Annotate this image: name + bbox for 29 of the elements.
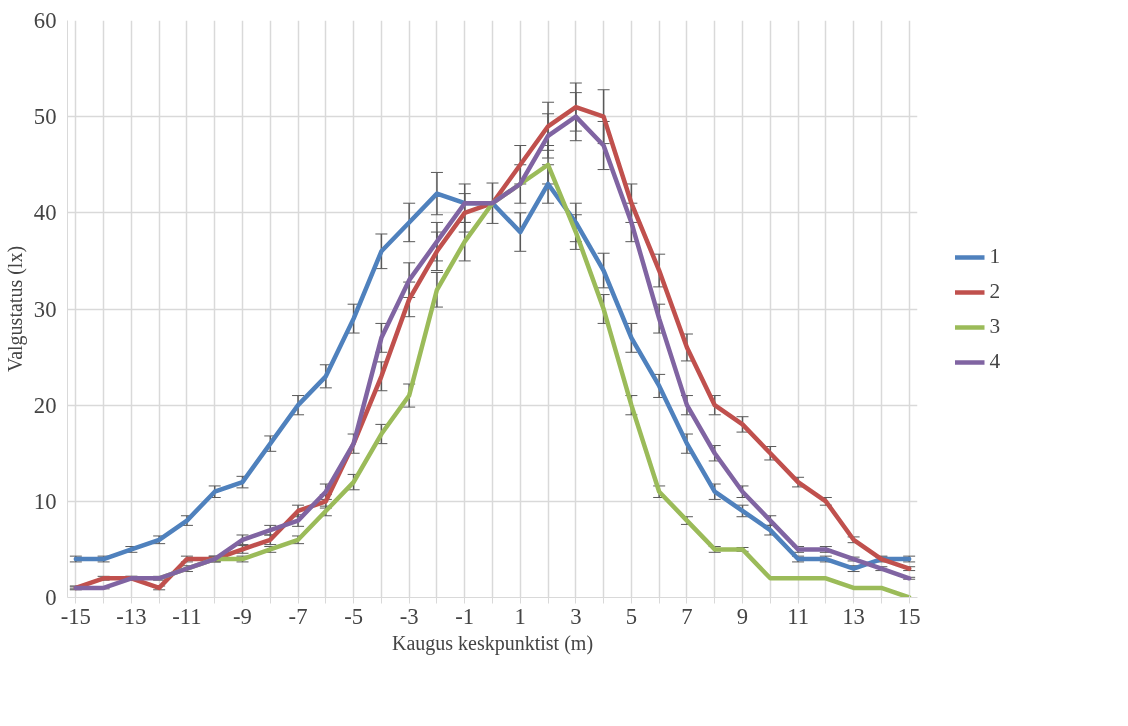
y-tick-label: 10 [33, 488, 57, 514]
x-tick-label: -1 [455, 603, 475, 629]
x-tick-label: 15 [897, 603, 921, 629]
x-tick-label: 11 [787, 603, 809, 629]
x-tick-label: -15 [60, 603, 91, 629]
x-tick-label: -11 [172, 603, 202, 629]
x-tick-label: 3 [570, 603, 582, 629]
y-tick-label: 60 [33, 8, 57, 33]
x-tick-label: 7 [681, 603, 693, 629]
legend-label: 3 [989, 314, 1002, 339]
x-tick-label: 1 [514, 603, 526, 629]
x-tick-label: 13 [842, 603, 865, 629]
legend-label: 2 [989, 279, 1002, 304]
x-tick-label: -9 [233, 603, 252, 629]
y-tick-label: 0 [45, 585, 57, 610]
x-tick-label: -3 [399, 603, 419, 629]
y-tick-label: 30 [33, 296, 57, 322]
x-tick-label: -5 [344, 603, 364, 629]
x-tick-label: 5 [625, 603, 638, 629]
y-tick-label: 50 [33, 104, 57, 130]
x-axis-title: Kaugus keskpunktist (m) [391, 631, 594, 655]
x-tick-label: 9 [736, 603, 749, 629]
y-tick-label: 20 [33, 392, 57, 418]
x-tick-label: -7 [288, 603, 308, 629]
y-tick-label: 40 [33, 200, 57, 226]
x-tick-label: -13 [116, 603, 147, 629]
y-axis-title: Valgustatus (lx) [3, 245, 27, 373]
legend-label: 1 [989, 244, 1002, 269]
legend-label: 4 [989, 349, 1002, 374]
